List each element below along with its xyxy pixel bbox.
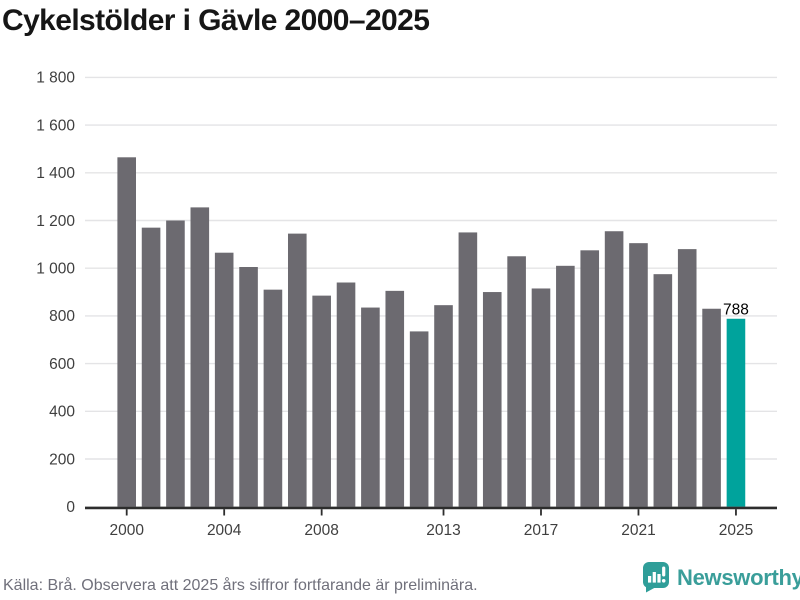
bar-2021 (629, 243, 648, 507)
bar-2020 (604, 231, 624, 507)
bar-2006 (263, 289, 283, 507)
y-tick-label: 1 200 (36, 213, 75, 230)
y-tick-label: 400 (49, 404, 75, 421)
bar-2008 (312, 295, 331, 507)
bar-2005 (239, 267, 258, 507)
x-tick-label: 2025 (719, 522, 753, 539)
newsworthy-logo: Newsworthy (642, 561, 800, 594)
bar-2013 (434, 305, 453, 507)
bar-2007 (287, 233, 307, 507)
bar-2012 (409, 331, 429, 507)
bar-2016 (507, 256, 526, 507)
y-tick-label: 0 (66, 499, 75, 516)
bar-2011 (385, 290, 405, 507)
speech-bubble-tail (646, 584, 656, 593)
bar-2002 (166, 220, 185, 507)
bar-2010 (361, 307, 380, 507)
exclamation-glyph (661, 566, 666, 583)
bar-2004 (214, 252, 234, 507)
source-note: Källa: Brå. Observera att 2025 års siffr… (3, 577, 478, 594)
x-tick-label: 2000 (109, 522, 144, 539)
y-tick-label: 1 000 (36, 261, 75, 278)
x-tick-label: 2013 (426, 522, 460, 539)
bar-chart-glyph (648, 572, 661, 583)
newsworthy-icon (643, 562, 669, 593)
newsworthy-wordmark: Newsworthy (677, 564, 800, 590)
bar-2025 (726, 318, 746, 507)
y-tick-label: 800 (49, 308, 75, 325)
y-tick-label: 1 400 (36, 165, 75, 182)
bar-2018 (556, 265, 575, 507)
y-tick-label: 1 800 (36, 70, 75, 87)
y-tick-label: 600 (49, 356, 75, 373)
bar-2024 (702, 308, 721, 507)
bar-value-label: 788 (723, 301, 749, 318)
bar-2014 (458, 232, 478, 507)
bar-2000 (117, 157, 136, 507)
chart-title: Cykelstölder i Gävle 2000–2025 (2, 4, 430, 37)
bar-2001 (141, 227, 161, 507)
bar-2009 (336, 282, 356, 507)
x-tick-label: 2017 (524, 522, 558, 539)
y-tick-label: 200 (49, 451, 75, 468)
bar-2015 (482, 292, 502, 507)
y-tick-label: 1 600 (36, 117, 75, 134)
bar-2022 (653, 274, 673, 507)
bar-2017 (531, 288, 551, 507)
x-tick-label: 2004 (207, 522, 242, 539)
bar-2023 (677, 249, 697, 507)
bar-2003 (190, 207, 210, 507)
x-tick-label: 2021 (621, 522, 655, 539)
x-tick-label: 2008 (304, 522, 338, 539)
bar-2019 (580, 250, 600, 507)
